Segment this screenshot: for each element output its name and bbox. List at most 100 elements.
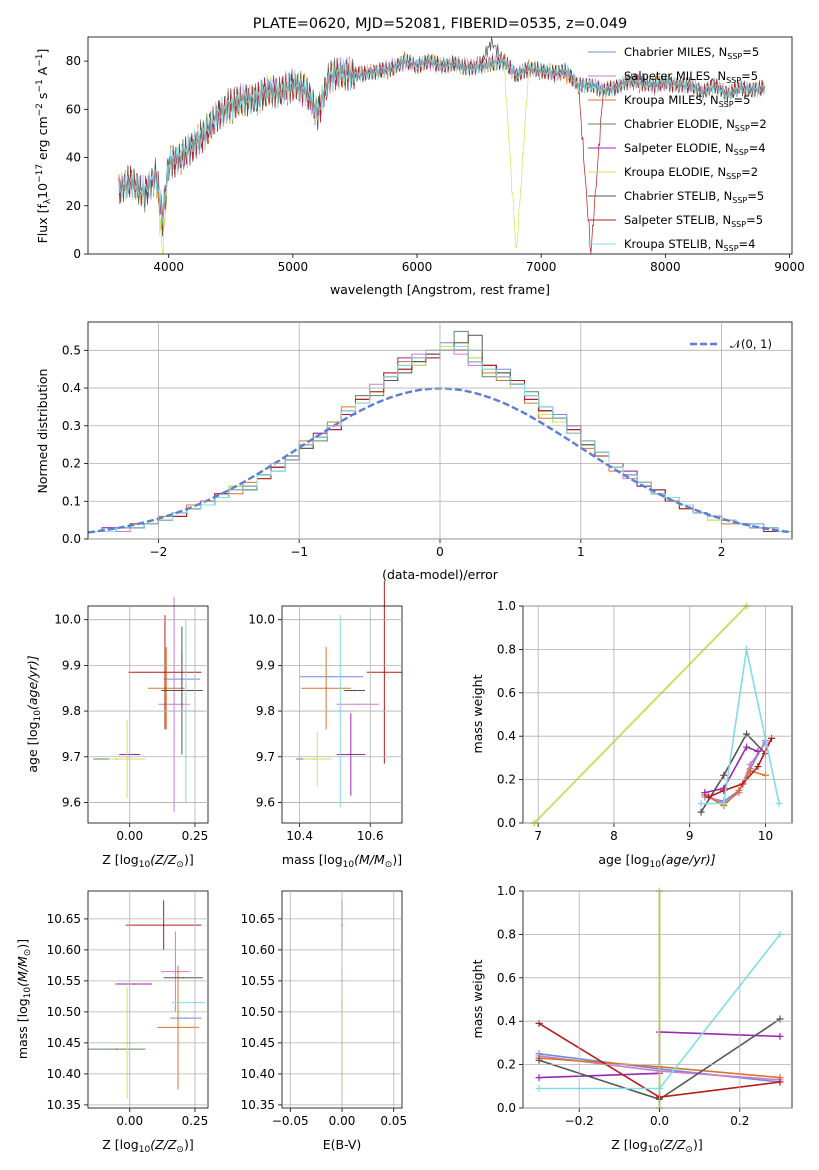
data-point bbox=[383, 671, 386, 674]
y-tick-label: 10.50 bbox=[47, 1005, 81, 1019]
y-tick-label: 10.65 bbox=[47, 912, 81, 926]
data-point bbox=[330, 676, 333, 678]
x-tick-label: 0.00 bbox=[116, 1114, 143, 1128]
data-point bbox=[165, 687, 168, 690]
y-tick-label: 0.6 bbox=[497, 686, 516, 700]
data-point bbox=[126, 758, 128, 760]
legend-label: Chabrier ELODIE, NSSP=2 bbox=[624, 117, 767, 133]
data-point bbox=[173, 703, 175, 706]
ebv-mass-xlabel: E(B-V) bbox=[323, 1137, 362, 1152]
weight-marker bbox=[754, 763, 762, 771]
y-tick-label: 10.35 bbox=[241, 1098, 275, 1112]
data-point bbox=[350, 753, 352, 756]
weight-marker bbox=[776, 1078, 784, 1086]
residual-xlabel: (data-model)/error bbox=[382, 567, 499, 582]
y-tick-label: 10.65 bbox=[241, 912, 275, 926]
weight-marker bbox=[743, 743, 751, 751]
y-tick-label: 9.9 bbox=[62, 658, 81, 672]
age-weight-ylabel: mass weight bbox=[470, 674, 485, 753]
spectrum-frame bbox=[87, 36, 793, 255]
weight-marker bbox=[720, 771, 728, 779]
x-tick-label: 0.25 bbox=[182, 829, 209, 843]
x-tick-label: 8 bbox=[610, 829, 618, 843]
weight-marker bbox=[535, 1084, 543, 1092]
weight-marker bbox=[705, 793, 713, 801]
x-tick-label: 7 bbox=[534, 829, 542, 843]
y-tick-label: 1.0 bbox=[497, 599, 516, 613]
spectrum-ticks: 4000 5000 6000 7000 8000 9000 0 20 40 60 80 bbox=[66, 54, 805, 274]
weight-marker bbox=[776, 1032, 784, 1040]
y-tick-label: 0.0 bbox=[497, 816, 516, 830]
y-tick-label: 9.8 bbox=[62, 704, 81, 718]
x-tick-label: 10.6 bbox=[357, 829, 384, 843]
z-age-plot bbox=[93, 596, 203, 812]
y-tick-label: 0.2 bbox=[497, 1058, 516, 1072]
legend-label: Salpeter STELIB, NSSP=5 bbox=[624, 213, 763, 229]
data-point bbox=[162, 924, 165, 926]
legend-label: Kroupa STELIB, NSSP=4 bbox=[624, 237, 755, 253]
z-mass-frame bbox=[87, 890, 209, 1109]
data-point bbox=[316, 758, 319, 760]
x-tick-label: 0.05 bbox=[380, 1114, 407, 1128]
y-tick-label: 10.0 bbox=[248, 613, 275, 627]
y-tick-label: 9.8 bbox=[256, 704, 275, 718]
y-tick-label: 9.7 bbox=[256, 750, 275, 764]
x-tick-label: 8000 bbox=[650, 260, 681, 274]
y-tick-label: 0.8 bbox=[497, 927, 516, 941]
weight-line bbox=[701, 649, 780, 805]
z-age-ylabel: age [log10(age/yr)] bbox=[25, 655, 43, 772]
y-tick-label: 10.0 bbox=[54, 613, 81, 627]
x-tick-label: 0.25 bbox=[182, 1114, 209, 1128]
spectrum-ylabel: Flux [fλ10−17 erg cm−2 s−1 A−1] bbox=[35, 49, 53, 244]
legend-label: Salpeter ELODIE, NSSP=4 bbox=[624, 141, 766, 157]
x-tick-label: 10 bbox=[758, 829, 773, 843]
x-tick-label: 0.0 bbox=[650, 1114, 669, 1128]
x-tick-label: 2 bbox=[718, 545, 726, 559]
y-tick-label: 10.60 bbox=[47, 943, 81, 957]
y-tick-label: 0.0 bbox=[62, 532, 81, 546]
weight-marker bbox=[739, 780, 747, 788]
weight-line bbox=[700, 732, 767, 813]
x-tick-label: 0.00 bbox=[329, 1114, 356, 1128]
spectrum-title: PLATE=0620, MJD=52081, FIBERID=0535, z=0… bbox=[253, 16, 627, 32]
ebv-mass-ticks: −0.05 0.00 0.05 10.35 10.40 10.45 10.50 10.55 10… bbox=[241, 891, 407, 1128]
spectrum-legend: Chabrier MILES, NSSP=5 Salpeter MILES, NS… bbox=[588, 45, 767, 253]
y-tick-label: 0.1 bbox=[62, 494, 81, 508]
y-tick-label: 0.2 bbox=[497, 773, 516, 787]
weight-line bbox=[533, 605, 748, 824]
weight-marker bbox=[697, 799, 705, 807]
z-mass-ticks: 0.00 0.25 10.35 10.40 10.45 10.50 10.55 10.60 10… bbox=[47, 891, 209, 1128]
data-point bbox=[181, 689, 183, 692]
x-tick-label: −2 bbox=[150, 545, 168, 559]
data-point bbox=[185, 1017, 187, 1019]
weight-marker bbox=[754, 747, 762, 755]
y-tick-label: 0.3 bbox=[62, 419, 81, 433]
x-tick-label: −0.2 bbox=[565, 1114, 594, 1128]
z-weight-ylabel: mass weight bbox=[470, 959, 485, 1038]
y-tick-label: 20 bbox=[66, 199, 81, 213]
z-age-frame bbox=[87, 605, 209, 824]
data-point bbox=[177, 1026, 179, 1029]
x-tick-label: 9000 bbox=[774, 260, 805, 274]
x-tick-label: 5000 bbox=[278, 260, 309, 274]
y-tick-label: 0.0 bbox=[497, 1101, 516, 1115]
y-tick-label: 40 bbox=[66, 151, 81, 165]
legend-label: Kroupa ELODIE, NSSP=2 bbox=[624, 165, 758, 181]
y-tick-label: 80 bbox=[66, 54, 81, 68]
data-point bbox=[182, 977, 185, 979]
age-weight-xlabel: age [log10(age/yr)] bbox=[598, 852, 715, 870]
legend-label: Chabrier MILES, NSSP=5 bbox=[624, 45, 759, 61]
x-tick-label: 0.2 bbox=[730, 1114, 749, 1128]
z-age-ticks: 0.00 0.25 9.6 9.7 9.8 9.9 10.0 bbox=[54, 606, 208, 843]
z-weight-ticks: −0.2 0.0 0.2 0.0 0.2 0.4 0.6 0.8 1.0 bbox=[497, 884, 792, 1128]
y-tick-label: 60 bbox=[66, 102, 81, 116]
y-tick-label: 10.35 bbox=[47, 1098, 81, 1112]
weight-marker bbox=[720, 799, 728, 807]
weight-marker bbox=[735, 786, 743, 794]
weight-marker bbox=[697, 808, 705, 816]
normal-legend-label: 𝒩(0, 1) bbox=[730, 337, 772, 351]
y-tick-label: 9.6 bbox=[256, 795, 275, 809]
x-tick-label: 6000 bbox=[402, 260, 433, 274]
age-weight-plot bbox=[530, 602, 783, 827]
y-tick-label: 0.4 bbox=[497, 729, 516, 743]
